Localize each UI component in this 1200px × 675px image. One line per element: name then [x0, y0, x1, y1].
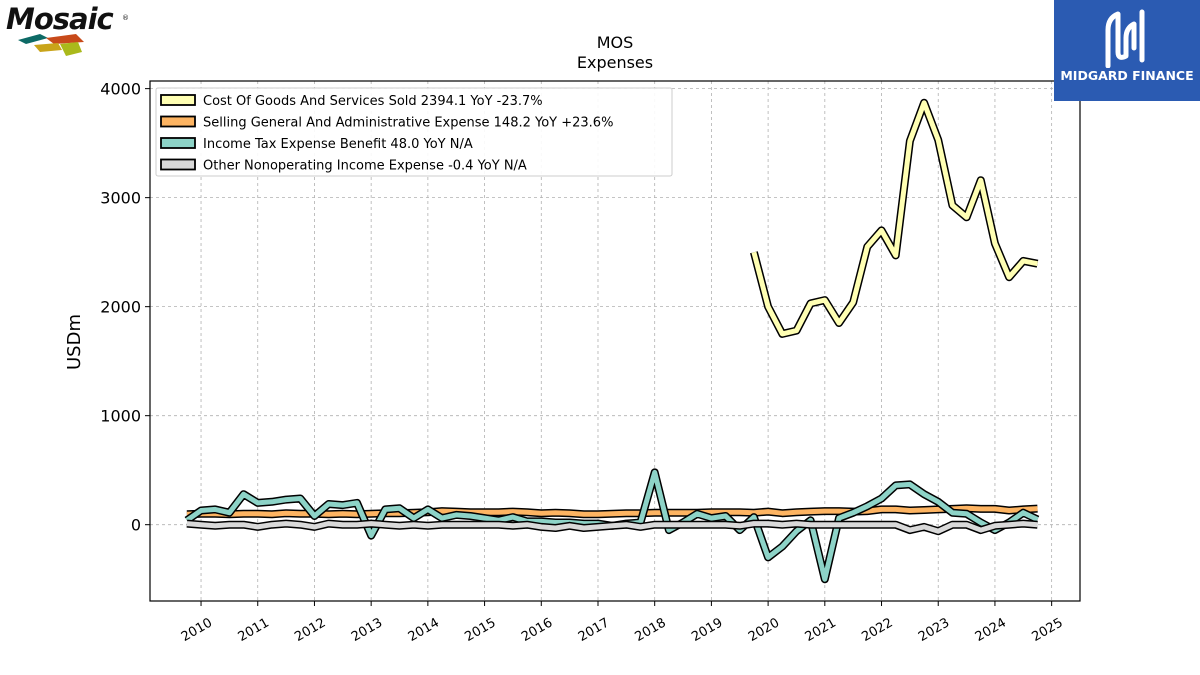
registered-mark: ®	[122, 14, 129, 22]
series-line-3	[186, 521, 1038, 534]
x-tick-label: 2012	[292, 615, 328, 645]
x-tick-label: 2021	[803, 615, 839, 645]
tile-teal	[18, 34, 48, 44]
y-tick-label: 2000	[100, 298, 141, 317]
series-line-0	[751, 100, 1038, 337]
plot-frame	[149, 80, 1081, 602]
midgard-finance-text: MIDGARD FINANCE	[1060, 68, 1194, 83]
y-axis-label: USDm	[64, 314, 85, 370]
x-tick-label: 2011	[236, 615, 272, 645]
x-tick-label: 2023	[916, 615, 952, 645]
x-tick-label: 2015	[462, 615, 498, 645]
x-tick-label: 2017	[576, 615, 612, 645]
chart-title: MOS	[597, 33, 634, 52]
legend-swatch	[160, 115, 196, 128]
x-axis: 2010 2011 2012 2013 2014 2015 2016 2017 2018 2019…	[179, 601, 1066, 645]
x-tick-label: 2020	[746, 615, 782, 645]
tile-green	[60, 42, 82, 56]
legend: Cost Of Goods And Services Sold 2394.1 Y…	[155, 87, 673, 177]
legend-box	[155, 87, 673, 177]
mosaic-tiles-icon	[18, 34, 84, 56]
x-tick-label: 2014	[406, 615, 442, 645]
x-tick-label: 2016	[519, 615, 555, 645]
legend-label: Cost Of Goods And Services Sold 2394.1 Y…	[203, 94, 543, 109]
y-axis: 0 1000 2000 3000 4000	[100, 80, 150, 535]
x-tick-label: 2010	[179, 615, 215, 645]
x-tick-label: 2019	[689, 615, 725, 645]
x-tick-label: 2013	[349, 615, 385, 645]
legend-swatch	[160, 137, 196, 149]
y-tick-label: 1000	[100, 407, 141, 426]
series-layer	[184, 98, 1040, 584]
x-tick-label: 2022	[859, 615, 895, 645]
legend-label: Other Nonoperating Income Expense -0.4 Y…	[203, 159, 527, 174]
y-tick-label: 3000	[100, 189, 141, 208]
tile-orange	[46, 34, 84, 44]
midgard-mark-icon	[1105, 9, 1145, 68]
y-tick-label: 4000	[100, 80, 141, 99]
y-tick-label: 0	[131, 516, 141, 535]
series-line-1	[186, 505, 1038, 517]
legend-swatch	[160, 94, 196, 106]
mosaic-logo-text: Mosaic	[6, 2, 114, 36]
chart-subtitle: Expenses	[577, 53, 653, 72]
mosaic-logo: Mosaic ®	[4, 2, 134, 60]
legend-swatch	[160, 158, 196, 171]
legend-label: Income Tax Expense Benefit 48.0 YoY N/A	[203, 137, 473, 152]
x-tick-label: 2018	[633, 615, 669, 645]
midgard-finance-logo: MIDGARD FINANCE	[1054, 0, 1200, 101]
legend-label: Selling General And Administrative Expen…	[203, 116, 613, 131]
tile-gold	[34, 43, 62, 52]
x-tick-label: 2024	[973, 615, 1009, 645]
x-tick-label: 2025	[1029, 615, 1065, 645]
